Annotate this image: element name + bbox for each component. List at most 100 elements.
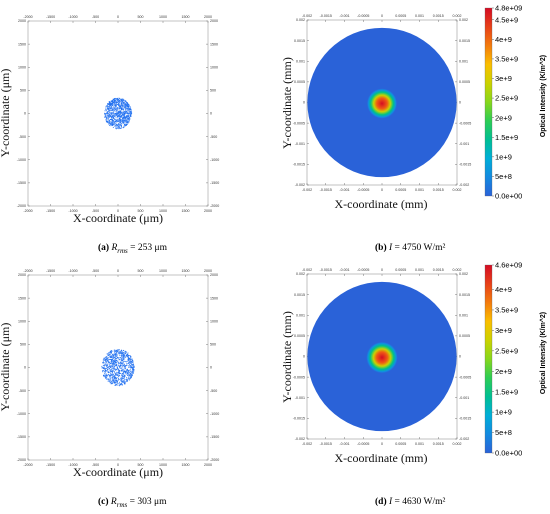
colorbar-tick-label: 3.5e+9: [495, 306, 518, 315]
ray-hit: [124, 117, 126, 119]
ray-hit: [102, 368, 104, 370]
plot-frame: [27, 20, 209, 207]
ray-hit: [125, 119, 127, 121]
ray-hit: [111, 382, 113, 384]
y-tick-label: -0.0015: [293, 163, 305, 167]
x-tick-label: 0: [117, 463, 119, 467]
ray-hit: [105, 119, 107, 121]
ray-hit: [121, 102, 123, 104]
ray-hit: [131, 361, 133, 363]
ray-hit: [131, 365, 133, 367]
ray-hit: [117, 379, 119, 381]
ray-hit: [128, 375, 130, 377]
ray-hit: [117, 119, 119, 121]
ray-hit: [110, 376, 112, 378]
ray-hit: [131, 111, 133, 113]
ray-hit: [114, 365, 116, 367]
ray-hit: [115, 109, 117, 111]
y-tick-labels: 0.002 0.0015 0.001 0.0005 0 -0.0005 -0.001 -0.0…: [293, 18, 309, 187]
ray-hit: [125, 124, 127, 126]
ray-hit: [117, 372, 120, 374]
ray-hit: [122, 358, 124, 360]
ray-hit: [129, 111, 131, 113]
ray-hit: [119, 103, 121, 106]
ray-hit: [132, 367, 134, 369]
ray-hit: [120, 119, 122, 121]
ray-hit: [123, 371, 126, 373]
ray-hit: [131, 364, 133, 366]
ray-hit: [124, 106, 126, 108]
ray-hit: [112, 103, 114, 105]
ray-hit: [130, 370, 132, 372]
ray-hit: [116, 363, 118, 365]
ray-hit: [112, 101, 114, 103]
ray-hit: [107, 108, 109, 110]
x-tick-label: 2000: [204, 269, 212, 273]
ray-hit: [124, 104, 126, 106]
ray-hit: [116, 111, 118, 113]
ray-hit: [105, 356, 107, 358]
ray-hit: [126, 105, 128, 107]
ray-hit: [133, 366, 135, 369]
ray-hit: [129, 366, 131, 369]
ray-hit: [114, 381, 116, 383]
ray-hit: [120, 372, 122, 374]
ray-hit: [108, 115, 110, 117]
ray-hit: [122, 106, 124, 108]
ray-hit: [125, 110, 127, 112]
ray-hit: [121, 357, 123, 359]
ray-hit: [111, 116, 113, 118]
y-tick-label: 0: [210, 366, 212, 370]
ray-hit: [125, 361, 127, 363]
ray-hit: [121, 112, 123, 114]
ray-hit: [132, 372, 134, 374]
ray-hit: [112, 363, 114, 365]
y-tick-label: 0: [210, 112, 212, 116]
ray-hit: [109, 110, 111, 112]
ray-hit: [109, 106, 111, 108]
ray-hit: [104, 370, 106, 372]
ray-hit: [116, 98, 118, 100]
x-tick-label: 0.0015: [433, 14, 444, 18]
ray-hit: [119, 114, 121, 116]
ray-hit: [128, 366, 130, 368]
ray-hit: [116, 115, 118, 118]
y-tick-labels-right: 0.002 0.0015 0.001 0.0005 0 -0.0005 -0.001 -0.0…: [455, 272, 471, 441]
ray-hit: [132, 369, 134, 371]
ray-hit: [128, 108, 130, 110]
x-tick-label: -500: [92, 463, 99, 467]
ray-hit: [118, 125, 121, 127]
ray-hit: [115, 361, 117, 363]
ray-hit: [127, 356, 130, 358]
ray-hit: [111, 372, 113, 374]
ray-hit: [109, 355, 111, 357]
ray-hit: [111, 105, 113, 107]
ray-hit: [127, 370, 129, 372]
ray-hit: [110, 125, 112, 127]
x-tick-labels: -2000 -1500 -1000 -500 0 500 1000 1500 2000: [23, 269, 212, 277]
ray-hit: [112, 115, 114, 117]
ray-hit: [112, 356, 114, 358]
ray-hit: [110, 114, 112, 116]
ray-hit: [116, 354, 118, 356]
ray-hit: [109, 374, 111, 376]
x-tick-label: -0.001: [339, 188, 349, 192]
ray-hit: [121, 99, 123, 101]
ray-hit: [107, 366, 109, 369]
ray-hit: [123, 105, 125, 107]
x-tick-label: 0.0005: [395, 442, 406, 446]
ray-hit: [112, 107, 114, 110]
ray-hit: [112, 357, 114, 359]
x-tick-label: 1000: [159, 269, 167, 273]
ray-hit: [109, 382, 111, 384]
ray-hit: [116, 381, 118, 383]
ray-hit: [127, 115, 129, 117]
ray-hit: [123, 122, 125, 124]
ray-hit: [124, 368, 126, 370]
ray-hit: [121, 104, 123, 106]
ray-hit: [118, 352, 120, 354]
x-tick-label: 500: [138, 209, 144, 213]
ray-hit: [123, 369, 125, 371]
y-tick-label: -500: [210, 389, 217, 393]
ray-hit: [120, 116, 122, 119]
